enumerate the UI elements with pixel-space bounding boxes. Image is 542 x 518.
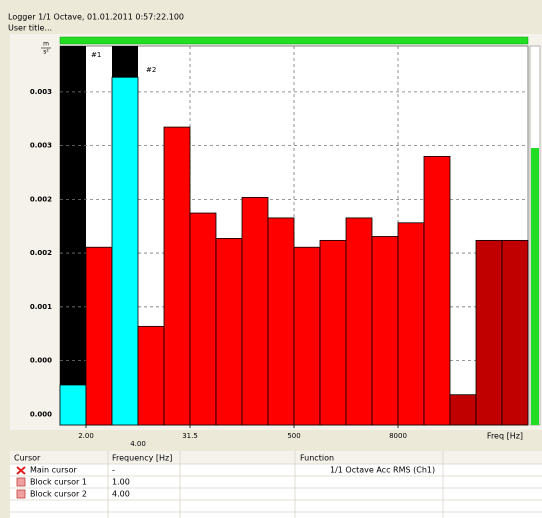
y-tick-label: 0.000 (30, 357, 52, 365)
bar (241, 197, 269, 426)
table-cell: Block cursor 1 (30, 478, 87, 487)
table-cell: 1.00 (112, 478, 130, 487)
bar (501, 239, 529, 426)
bar (319, 239, 347, 426)
x-tick-label: 2.00 (78, 432, 94, 440)
table-cell: Block cursor 2 (30, 490, 87, 499)
y-tick-label: 0.002 (30, 249, 52, 257)
y-tick-label: 0.000 (30, 410, 52, 418)
bar (267, 217, 295, 426)
table-grid (10, 451, 542, 518)
x-tick-label: 31.5 (182, 432, 198, 440)
table-cell: - (112, 466, 115, 475)
bar (449, 394, 477, 426)
bar (59, 384, 87, 426)
overview-bar (59, 36, 529, 45)
table-header: Function (300, 454, 334, 463)
plot (59, 46, 529, 426)
bar (111, 76, 139, 426)
bar (371, 236, 399, 426)
level-meter-fill (531, 148, 539, 425)
bar (345, 217, 373, 426)
table-cell: 4.00 (112, 490, 130, 499)
bar (293, 246, 321, 426)
bar (189, 212, 217, 426)
y-tick-label: 0.003 (30, 88, 52, 96)
bar (423, 155, 451, 426)
table-header-row (10, 451, 542, 464)
cursor-band (60, 46, 86, 425)
y-unit-denominator: s² (43, 49, 49, 56)
chart-title: Logger 1/1 Octave, 01.01.2011 0:57:22.10… (8, 13, 184, 22)
bar (397, 222, 425, 426)
cursor-label: #1 (91, 51, 101, 59)
bar (215, 238, 243, 426)
y-unit-numerator: m (43, 41, 49, 48)
y-tick-label: 0.001 (30, 303, 52, 311)
bar (137, 325, 165, 426)
y-tick-label: 0.003 (30, 142, 52, 150)
table-header: Frequency [Hz] (112, 454, 172, 463)
cursor-label: #2 (146, 66, 156, 74)
table-header: Cursor (14, 454, 41, 463)
block-cursor-icon[interactable] (16, 477, 26, 487)
chart-subtitle: User title... (8, 24, 52, 33)
bar (85, 246, 113, 426)
table-cell: Main cursor (30, 466, 77, 475)
x-tick-label: 8000 (389, 432, 407, 440)
x-axis-label: Freq [Hz] (487, 432, 523, 441)
y-tick-label: 0.002 (30, 195, 52, 203)
bar (163, 126, 191, 426)
block-cursor-icon[interactable] (16, 489, 26, 499)
main-cursor-icon[interactable] (16, 466, 26, 475)
table-cell: 1/1 Octave Acc RMS (Ch1) (330, 466, 435, 475)
cursor-frequency: 4.00 (130, 440, 146, 448)
x-tick-label: 500 (287, 432, 300, 440)
bar (475, 239, 503, 426)
